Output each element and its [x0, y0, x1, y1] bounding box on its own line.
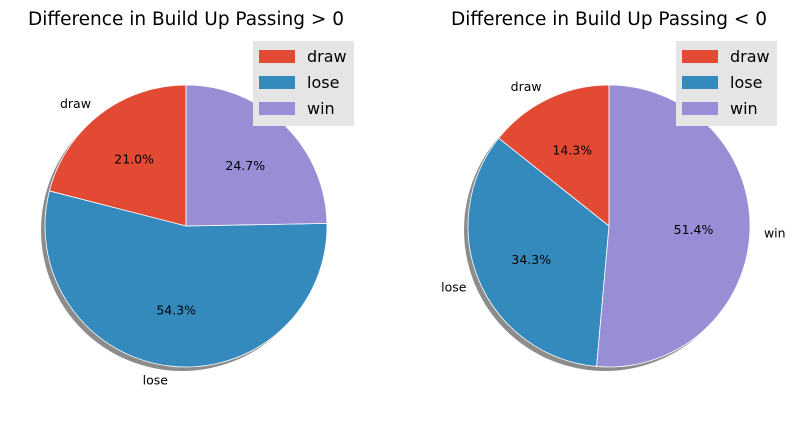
pie-slice-win [596, 84, 751, 368]
pie-chart-right: Difference in Build Up Passing < 0 14.3% d… [441, 9, 786, 371]
pie-category-label-win: win [764, 225, 786, 240]
legend-label-draw: draw [307, 47, 347, 66]
legend-left: draw lose win [253, 41, 354, 126]
pie-value-label-lose: 54.3% [156, 303, 196, 318]
pie-category-label-draw: draw [511, 79, 542, 94]
pie-category-label-draw: draw [60, 96, 91, 111]
legend-swatch-lose [682, 76, 718, 89]
pie-chart-left: Difference in Build Up Passing > 0 21.0% d… [28, 9, 354, 388]
legend-swatch-draw [259, 50, 295, 63]
pie-value-label-draw: 14.3% [552, 142, 592, 157]
chart-title-left: Difference in Build Up Passing > 0 [28, 9, 344, 30]
legend-label-lose: lose [307, 73, 339, 92]
pie-value-label-lose: 34.3% [511, 252, 551, 267]
legend-swatch-lose [259, 76, 295, 89]
pie-value-label-draw: 21.0% [114, 152, 154, 167]
pie-slice-draw [498, 84, 610, 227]
legend-swatch-win [682, 102, 718, 115]
legend-right: draw lose win [676, 41, 777, 126]
pie-category-label-lose: lose [143, 373, 169, 388]
legend-label-win: win [730, 99, 758, 118]
legend-swatch-win [259, 102, 295, 115]
legend-swatch-draw [682, 50, 718, 63]
pie-category-label-lose: lose [441, 280, 467, 295]
pie-slice-lose [467, 137, 610, 367]
pie-slice-draw [49, 84, 187, 227]
legend-label-win: win [307, 99, 335, 118]
pie-value-label-win: 24.7% [225, 158, 265, 173]
legend-label-draw: draw [730, 47, 770, 66]
pie-value-label-win: 51.4% [674, 222, 714, 237]
chart-title-right: Difference in Build Up Passing < 0 [451, 9, 767, 30]
pie-slice-lose [44, 190, 328, 368]
legend-label-lose: lose [730, 73, 762, 92]
